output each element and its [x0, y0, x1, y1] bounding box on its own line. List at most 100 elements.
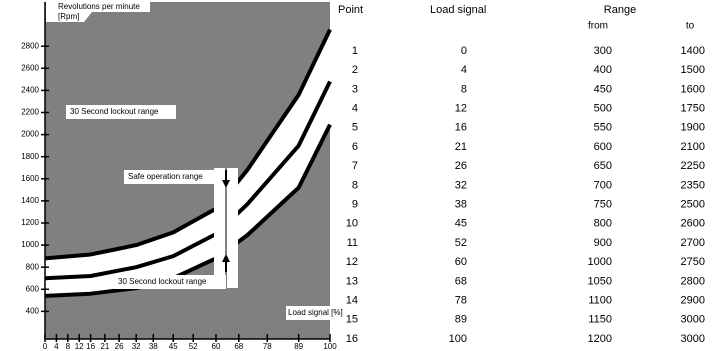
cell: 38: [455, 199, 467, 211]
label-box: [286, 306, 336, 320]
cell: 8: [352, 179, 358, 191]
y-label: Revolutions per minute: [58, 2, 140, 11]
y-tick-label: 1200: [21, 218, 39, 227]
header: Load signal: [430, 4, 486, 16]
cell: 100: [449, 333, 467, 345]
x-tick-label: 78: [263, 342, 272, 351]
label-box: [124, 170, 216, 184]
cell: 9: [352, 199, 358, 211]
cell: 400: [594, 64, 612, 76]
cell: 450: [594, 83, 612, 95]
cell: 2350: [681, 179, 705, 191]
cell: 12: [346, 256, 358, 268]
cell: 10: [346, 218, 358, 230]
y-tick-label: 800: [26, 262, 40, 271]
y-tick-label: 2800: [21, 41, 39, 50]
header: Point: [338, 4, 363, 16]
cell: 2600: [681, 218, 705, 230]
cell: 26: [455, 160, 467, 172]
label-box: [66, 105, 176, 119]
cell: 800: [594, 218, 612, 230]
cell: 3000: [681, 333, 705, 345]
cell: 6: [352, 141, 358, 153]
cell: 4: [461, 64, 467, 76]
cell: 2100: [681, 141, 705, 153]
plot: 4006008001000120014001600180020002200240…: [21, 2, 343, 351]
y-tick-label: 1400: [21, 196, 39, 205]
x-label: Load signal [%]: [288, 308, 343, 317]
x-tick-label: 38: [149, 342, 158, 351]
y-label: [Rpm]: [58, 12, 79, 21]
x-tick-label: 68: [234, 342, 243, 351]
cell: 12: [455, 103, 467, 115]
cell: 45: [455, 218, 467, 230]
cell: 1000: [588, 256, 612, 268]
y-tick-label: 2600: [21, 63, 39, 72]
cell: 3000: [681, 314, 705, 326]
x-tick-label: 12: [75, 342, 84, 351]
x-tick-label: 32: [132, 342, 141, 351]
label-box: [114, 275, 226, 289]
cell: 8: [461, 83, 467, 95]
cell: 3: [352, 83, 358, 95]
curve: [44, 80, 332, 281]
cell: 2900: [681, 295, 705, 307]
cell: 1: [352, 45, 358, 57]
y-tick-label: 2400: [21, 86, 39, 95]
cell: 13: [346, 275, 358, 287]
cell: 32: [455, 179, 467, 191]
arrow-down: [222, 180, 230, 188]
annotation: Safe operation range: [128, 172, 203, 181]
y-tick-label: 600: [26, 284, 40, 293]
cell: 900: [594, 237, 612, 249]
subheader: to: [686, 21, 695, 32]
cell: 2250: [681, 160, 705, 172]
cell: 16: [455, 122, 467, 134]
cell: 1050: [588, 275, 612, 287]
x-tick-label: 0: [43, 342, 48, 351]
cell: 1150: [588, 314, 612, 326]
x-tick-label: 26: [115, 342, 124, 351]
cell: 15: [346, 314, 358, 326]
subheader: from: [588, 21, 608, 32]
cell: 7: [352, 160, 358, 172]
cell: 60: [455, 256, 467, 268]
x-tick-label: 16: [86, 342, 95, 351]
x-tick-label: 8: [66, 342, 71, 351]
cell: 2500: [681, 199, 705, 211]
y-tick-label: 400: [26, 306, 40, 315]
header: Range: [604, 4, 636, 16]
y-tick-label: 1600: [21, 174, 39, 183]
cell: 500: [594, 103, 612, 115]
cell: 4: [352, 103, 358, 115]
cell: 650: [594, 160, 612, 172]
cell: 0: [461, 45, 467, 57]
y-tick-label: 2000: [21, 130, 39, 139]
curve: [44, 123, 332, 298]
y-tick-label: 1000: [21, 240, 39, 249]
table: Point Load signal Range from to 1 0 300 140…: [338, 4, 705, 345]
cell: 5: [352, 122, 358, 134]
x-tick-label: 60: [212, 342, 221, 351]
cell: 1900: [681, 122, 705, 134]
cell: 300: [594, 45, 612, 57]
x-tick-label: 21: [100, 342, 109, 351]
x-tick-label: 4: [54, 342, 59, 351]
x-tick-label: 45: [169, 342, 178, 351]
cell: 1100: [588, 295, 612, 307]
cell: 11: [347, 237, 358, 249]
cell: 1400: [681, 45, 705, 57]
y-label-box: [46, 2, 150, 22]
y-tick-label: 1800: [21, 152, 39, 161]
cell: 1600: [681, 83, 705, 95]
cell: 68: [455, 275, 467, 287]
y-tick-label: 2200: [21, 108, 39, 117]
cell: 2: [352, 64, 358, 76]
safe-band: [45, 29, 330, 296]
cell: 2750: [681, 256, 705, 268]
cell: 1500: [681, 64, 705, 76]
cell: 52: [455, 237, 467, 249]
cell: 78: [455, 295, 467, 307]
cell: 1750: [681, 103, 705, 115]
